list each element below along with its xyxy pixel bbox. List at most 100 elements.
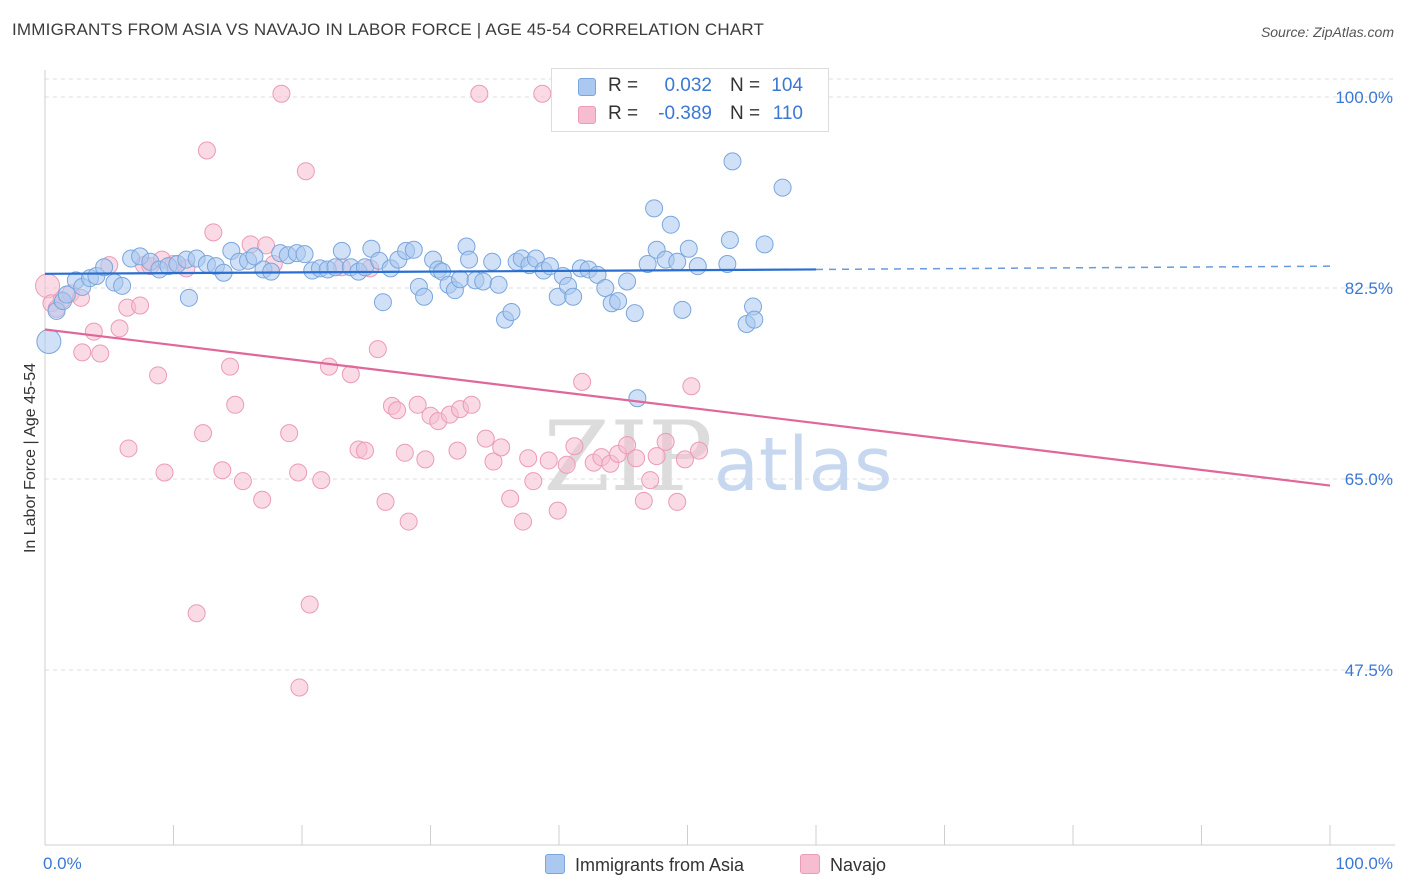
asia-point — [673, 300, 692, 319]
asia-trend-extension — [815, 265, 1331, 271]
asia-trend-line — [44, 268, 817, 275]
asia-point — [502, 303, 521, 322]
legend-asia-label: Immigrants from Asia — [575, 855, 745, 875]
navajo-point — [565, 437, 584, 456]
asia-point — [596, 279, 615, 297]
navajo-point — [355, 441, 374, 460]
navajo-point — [519, 449, 538, 468]
asia-point — [618, 272, 637, 291]
navajo-point — [119, 439, 138, 458]
navajo-point — [226, 395, 245, 414]
navajo-points — [35, 84, 727, 697]
navajo-r-label: R = — [608, 103, 639, 124]
navajo-point — [395, 443, 414, 462]
navajo-point — [73, 343, 92, 362]
legend-navajo-swatch — [800, 854, 820, 874]
asia-point — [718, 254, 737, 273]
asia-point — [773, 178, 792, 197]
y-tick-label: 82.5% — [1345, 279, 1393, 298]
legend-item-navajo[interactable]: Navajo — [800, 852, 886, 878]
navajo-point — [682, 377, 701, 396]
asia-point — [679, 239, 698, 258]
navajo-r-value: -0.389 — [658, 103, 712, 124]
navajo-point — [253, 490, 272, 509]
navajo-point — [289, 463, 308, 482]
navajo-point — [548, 501, 567, 520]
navajo-point — [524, 472, 543, 491]
navajo-point — [84, 322, 103, 341]
navajo-point — [501, 489, 520, 508]
asia-point — [460, 250, 479, 269]
chart-title: IMMIGRANTS FROM ASIA VS NAVAJO IN LABOR … — [12, 20, 765, 39]
navajo-point — [312, 471, 331, 490]
correlation-legend: R = 0.032 N = 104 R = -0.389 N = 110 — [551, 68, 829, 132]
y-tick-label: 100.0% — [1335, 88, 1393, 107]
series-legend: Immigrants from Asia Navajo — [0, 852, 1406, 878]
navajo-point — [492, 438, 511, 457]
navajo-point — [539, 451, 558, 470]
legend-item-asia[interactable]: Immigrants from Asia — [545, 852, 744, 878]
y-axis-label: In Labor Force | Age 45-54 — [22, 363, 39, 553]
asia-point — [720, 230, 739, 249]
asia-point — [36, 328, 62, 354]
navajo-point — [388, 401, 407, 420]
asia-n-label: N = — [730, 75, 761, 96]
navajo-n-label: N = — [730, 103, 761, 124]
navajo-swatch — [578, 106, 596, 124]
navajo-point — [110, 319, 129, 338]
navajo-point — [280, 424, 299, 443]
asia-point — [373, 293, 392, 312]
asia-point — [661, 215, 680, 234]
navajo-point — [690, 441, 709, 460]
navajo-point — [131, 296, 150, 315]
navajo-point — [149, 366, 168, 385]
navajo-point — [296, 162, 315, 181]
navajo-point — [91, 344, 110, 363]
navajo-point — [573, 372, 592, 391]
y-tick-label: 65.0% — [1345, 470, 1393, 489]
asia-point — [415, 287, 434, 306]
asia-point — [489, 275, 508, 294]
y-tick-label: 47.5% — [1345, 661, 1393, 680]
navajo-point — [557, 455, 576, 474]
navajo-point — [476, 429, 495, 448]
asia-point — [332, 241, 351, 260]
x-tick-label-min: 0.0% — [43, 854, 82, 873]
asia-point — [451, 270, 470, 289]
navajo-point — [194, 424, 213, 443]
axis-labels: 47.5% 65.0% 82.5% 100.0% 0.0% 100.0% In Labor … — [22, 88, 1393, 873]
navajo-point — [618, 436, 637, 455]
asia-point — [564, 287, 583, 306]
asia-point — [755, 235, 774, 254]
navajo-point — [272, 84, 291, 103]
asia-point — [609, 292, 628, 311]
asia-point — [723, 152, 742, 171]
navajo-point — [668, 492, 687, 511]
navajo-point — [233, 472, 252, 491]
navajo-point — [484, 452, 503, 471]
navajo-point — [368, 340, 387, 359]
asia-r-value: 0.032 — [664, 75, 712, 96]
navajo-point — [656, 432, 675, 451]
navajo-point — [627, 449, 646, 468]
asia-point — [668, 252, 687, 271]
navajo-point — [634, 491, 653, 510]
asia-point — [95, 258, 114, 277]
asia-point — [57, 285, 76, 304]
asia-point — [404, 240, 423, 259]
legend-asia-swatch — [545, 854, 565, 874]
asia-point — [645, 199, 664, 218]
navajo-n-value: 110 — [772, 103, 803, 124]
asia-n-value: 104 — [771, 75, 803, 96]
asia-point — [688, 257, 707, 276]
asia-swatch — [578, 78, 596, 96]
navajo-point — [376, 492, 395, 511]
navajo-point — [641, 471, 660, 490]
navajo-point — [204, 223, 223, 242]
x-tick-label-max: 100.0% — [1335, 854, 1393, 873]
asia-point — [179, 288, 198, 307]
asia-point — [483, 252, 502, 271]
asia-point — [745, 310, 764, 329]
asia-point — [474, 272, 493, 291]
